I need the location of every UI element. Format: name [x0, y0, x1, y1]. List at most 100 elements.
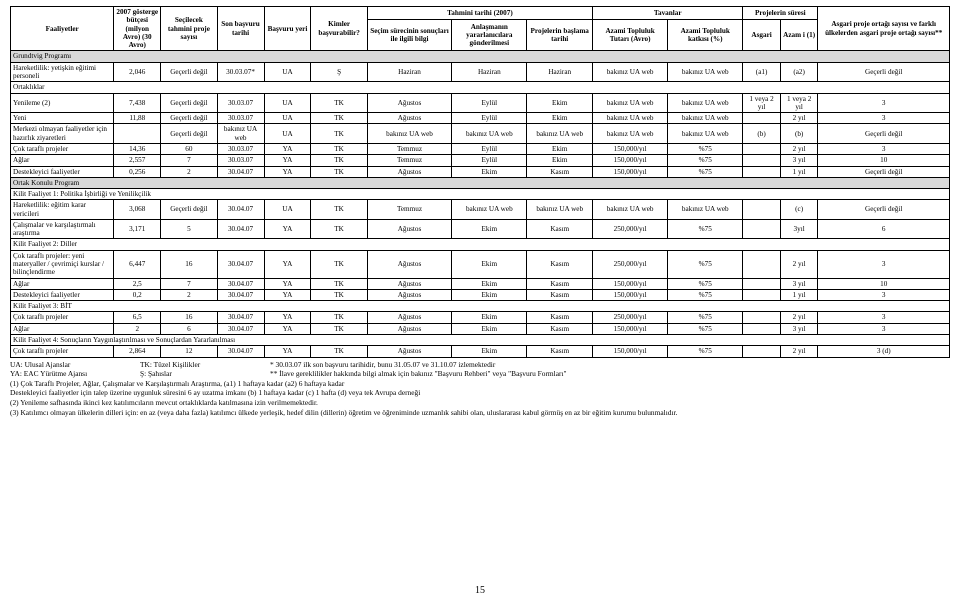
h-tavanlar: Tavanlar	[593, 7, 743, 20]
section-header: Kilit Faaliyet 4: Sonuçların Yaygınlaştı…	[11, 335, 950, 346]
table-row: Ağlar2,5730.04.07YATKAğustosEkimKasım150…	[11, 278, 950, 289]
cell: Ağustos	[367, 113, 452, 124]
cell: TK	[311, 155, 367, 166]
cell: YA	[264, 312, 311, 323]
cell: Çok taraflı projeler: yeni materyaller /…	[11, 250, 114, 278]
cell: 7	[161, 278, 217, 289]
cell: Kasım	[527, 323, 593, 334]
cell: Ekim	[452, 166, 527, 177]
cell: 30.04.07	[217, 166, 264, 177]
cell: 30.04.07	[217, 289, 264, 300]
cell: 6,5	[114, 312, 161, 323]
cell: TK	[311, 200, 367, 220]
cell: 7,438	[114, 93, 161, 113]
cell: 3yıl	[780, 219, 818, 239]
cell	[743, 312, 781, 323]
h-faaliyetler: Faaliyetler	[11, 7, 114, 51]
cell: 2 yıl	[780, 113, 818, 124]
cell: Kasım	[527, 312, 593, 323]
cell: Ağustos	[367, 289, 452, 300]
note-star2: ** İlave gereklilikler hakkında bilgi al…	[270, 369, 567, 378]
cell: UA	[264, 93, 311, 113]
cell: 3,171	[114, 219, 161, 239]
cell: 3	[818, 113, 950, 124]
cell: %75	[668, 278, 743, 289]
cell: Kasım	[527, 278, 593, 289]
cell: 1 yıl	[780, 289, 818, 300]
cell: 30.03.07	[217, 143, 264, 154]
cell: YA	[264, 155, 311, 166]
cell: Ağustos	[367, 166, 452, 177]
cell: UA	[264, 124, 311, 144]
cell: 250,000/yıl	[593, 312, 668, 323]
cell: YA	[264, 250, 311, 278]
cell: 30.03.07	[217, 113, 264, 124]
cell: Ekim	[527, 155, 593, 166]
cell: 3	[818, 312, 950, 323]
cell: Ekim	[452, 278, 527, 289]
section-header: Kilit Faaliyet 2: Diller	[11, 239, 950, 250]
h-tahmini-grp: Tahmini tarihi (2007)	[367, 7, 592, 20]
note-ya: YA: EAC Yürütme Ajansı	[10, 369, 140, 379]
cell: 30.04.07	[217, 200, 264, 220]
cell: Ağustos	[367, 93, 452, 113]
table-row: Destekleyici faaliyetler0,2230.04.07YATK…	[11, 289, 950, 300]
cell: bakınız UA web	[593, 124, 668, 144]
cell	[743, 346, 781, 357]
cell: Ağustos	[367, 219, 452, 239]
cell: 30.04.07	[217, 219, 264, 239]
cell: 6,447	[114, 250, 161, 278]
cell	[743, 155, 781, 166]
cell: Ekim	[527, 93, 593, 113]
cell: TK	[311, 312, 367, 323]
cell: Haziran	[452, 62, 527, 82]
h-baslama: Projelerin başlama tarihi	[527, 19, 593, 51]
cell: (b)	[780, 124, 818, 144]
cell: Kasım	[527, 346, 593, 357]
cell: 3 yıl	[780, 323, 818, 334]
table-row: Hareketlilik: yetişkin eğitimi personeli…	[11, 62, 950, 82]
cell: bakınız UA web	[452, 124, 527, 144]
cell: 5	[161, 219, 217, 239]
cell: Ekim	[452, 250, 527, 278]
cell: 150,000/yıl	[593, 289, 668, 300]
cell: Ağlar	[11, 155, 114, 166]
cell: 150,000/yıl	[593, 346, 668, 357]
cell: 2	[161, 166, 217, 177]
table-row: Çok taraflı projeler6,51630.04.07YATKAğu…	[11, 312, 950, 323]
cell: Eylül	[452, 143, 527, 154]
cell: bakınız UA web	[668, 93, 743, 113]
cell: 10	[818, 155, 950, 166]
cell: bakınız UA web	[593, 113, 668, 124]
cell: 150,000/yıl	[593, 278, 668, 289]
cell: bakınız UA web	[668, 200, 743, 220]
cell: UA	[264, 113, 311, 124]
cell: 3	[818, 143, 950, 154]
cell: TK	[311, 219, 367, 239]
cell: Çalışmalar ve karşılaştırmalı araştırma	[11, 219, 114, 239]
table-row: Çok taraflı projeler: yeni materyaller /…	[11, 250, 950, 278]
cell: (c)	[780, 200, 818, 220]
cell: Ş	[311, 62, 367, 82]
note-l5: (2) Yenileme safhasında ikinci kez katıl…	[10, 398, 950, 408]
cell: 3	[818, 250, 950, 278]
cell: Destekleyici faaliyetler	[11, 166, 114, 177]
cell: Kasım	[527, 219, 593, 239]
cell: Ağustos	[367, 250, 452, 278]
cell: 2	[161, 289, 217, 300]
cell: 10	[818, 278, 950, 289]
table-row: Yenileme (2)7,438Geçerli değil30.03.07UA…	[11, 93, 950, 113]
cell: 1 veya 2 yıl	[743, 93, 781, 113]
table-row: Çalışmalar ve karşılaştırmalı araştırma3…	[11, 219, 950, 239]
cell: TK	[311, 113, 367, 124]
cell: Çok taraflı projeler	[11, 346, 114, 357]
section-header: Grundtvig Programı	[11, 51, 950, 62]
cell: 30.04.07	[217, 312, 264, 323]
page-number: 15	[0, 585, 960, 596]
cell: %75	[668, 346, 743, 357]
main-table: Faaliyetler 2007 gösterge bütçesi (milyo…	[10, 6, 950, 358]
h-basvuru-yeri: Başvuru yeri	[264, 7, 311, 51]
cell: 16	[161, 250, 217, 278]
cell: %75	[668, 219, 743, 239]
h-tahmini-proje: Seçilecek tahmini proje sayısı	[161, 7, 217, 51]
